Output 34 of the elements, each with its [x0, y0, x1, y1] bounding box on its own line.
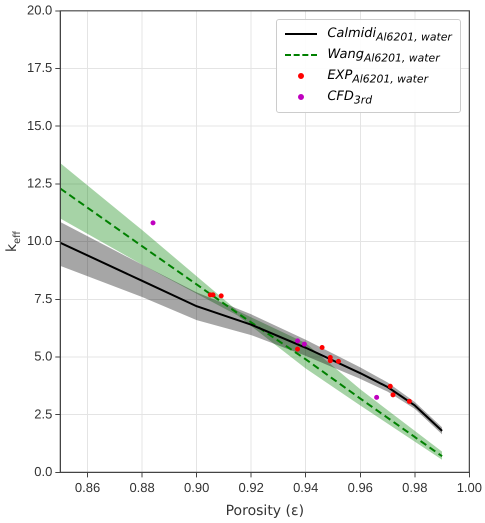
point [295, 346, 300, 352]
x-tick-label: 0.88 [129, 480, 155, 495]
y-tick-label: 17.5 [26, 60, 52, 76]
x-tick-label: 0.94 [293, 480, 318, 495]
legend-label: CFD$_{3rd}$ [327, 88, 372, 106]
x-tick-label: 0.96 [348, 480, 373, 495]
x-axis-title: Porosity (ε) [226, 503, 304, 519]
x-tick-label: 0.90 [184, 480, 210, 495]
point [320, 345, 325, 350]
point [218, 293, 224, 298]
y-tick-label: 5.0 [34, 348, 52, 364]
y-tick-label: 10.0 [26, 233, 52, 248]
y-tick-label: 7.5 [34, 290, 52, 306]
point [390, 392, 396, 398]
x-tick-label: 1.00 [456, 480, 482, 495]
y-tick-label: 15.0 [26, 118, 52, 133]
y-axis-title: keff [4, 230, 24, 252]
x-tick-label: 0.98 [402, 480, 428, 495]
point [302, 342, 307, 347]
y-tick-label: 12.5 [26, 175, 52, 190]
y-tick-label: 2.5 [34, 406, 52, 422]
point [374, 394, 380, 400]
y-tick-label: 0.0 [34, 464, 52, 479]
x-tick-label: 0.92 [238, 480, 264, 495]
point [336, 358, 341, 364]
legend-label: Wang$_{Al6201, water}$ [327, 46, 440, 64]
point [150, 220, 156, 226]
point [388, 384, 393, 389]
legend-label: Calmidi$_{Al6201, water}$ [327, 26, 452, 44]
x-tick-label: 0.86 [74, 480, 100, 495]
point [406, 398, 412, 404]
y-tick-label: 20.0 [26, 2, 52, 18]
legend-label: EXP$_{Al6201, water}$ [327, 68, 428, 86]
point [295, 338, 300, 344]
